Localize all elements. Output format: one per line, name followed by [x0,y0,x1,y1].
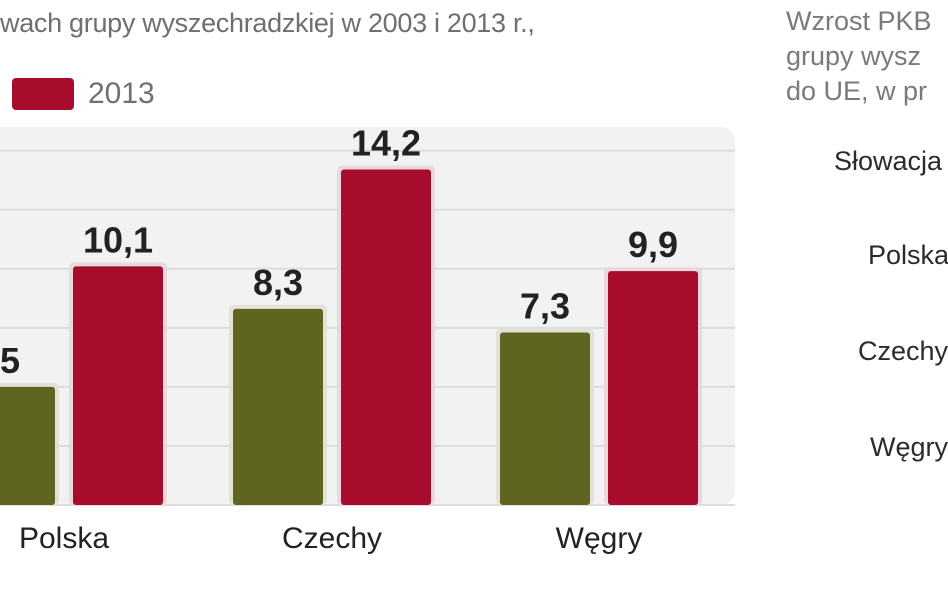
right-header-line: do UE, w pr [786,76,928,106]
data-label-wegry-series-1: 7,3 [520,286,570,327]
legend-label-2013: 2013 [88,77,155,110]
data-label-polska-series-1: 5 [0,340,20,381]
right-item-czechy: Czechy [858,336,948,366]
bar-polska-series-1 [0,386,55,505]
bar-czechy-2013 [341,169,431,505]
legend: 2013 [12,74,155,114]
right-header-line: Wzrost PKB [786,6,932,36]
bar-chart: 5 10,1 Polska 8,3 14,2 Czechy 7,3 9,9 Węgry [0,123,735,555]
category-label-polska: Polska [19,522,109,555]
data-label-polska-2013: 10,1 [83,219,153,260]
bar-czechy-series-1 [233,308,323,505]
chart-subtitle: wach grupy wyszechradzkiej w 2003 i 2013… [0,8,535,38]
bar-polska-2013 [73,266,163,505]
data-label-czechy-series-1: 8,3 [253,262,303,303]
right-item-slowacja: Słowacja [834,146,943,176]
right-header-line: grupy wysz [786,41,922,71]
right-panel: Wzrost PKB grupy wysz do UE, w pr Słowac… [786,0,948,593]
category-label-czechy: Czechy [282,522,382,555]
right-item-wegry: Węgry [870,432,948,462]
category-label-wegry: Węgry [556,522,643,555]
data-label-wegry-2013: 9,9 [628,224,678,265]
right-item-polska: Polska [868,240,948,270]
data-label-czechy-2013: 14,2 [351,123,421,164]
right-panel-header: Wzrost PKB grupy wysz do UE, w pr [786,4,948,109]
bar-wegry-series-1 [500,332,590,505]
bar-wegry-2013 [608,271,698,505]
legend-swatch-2013 [12,78,74,110]
